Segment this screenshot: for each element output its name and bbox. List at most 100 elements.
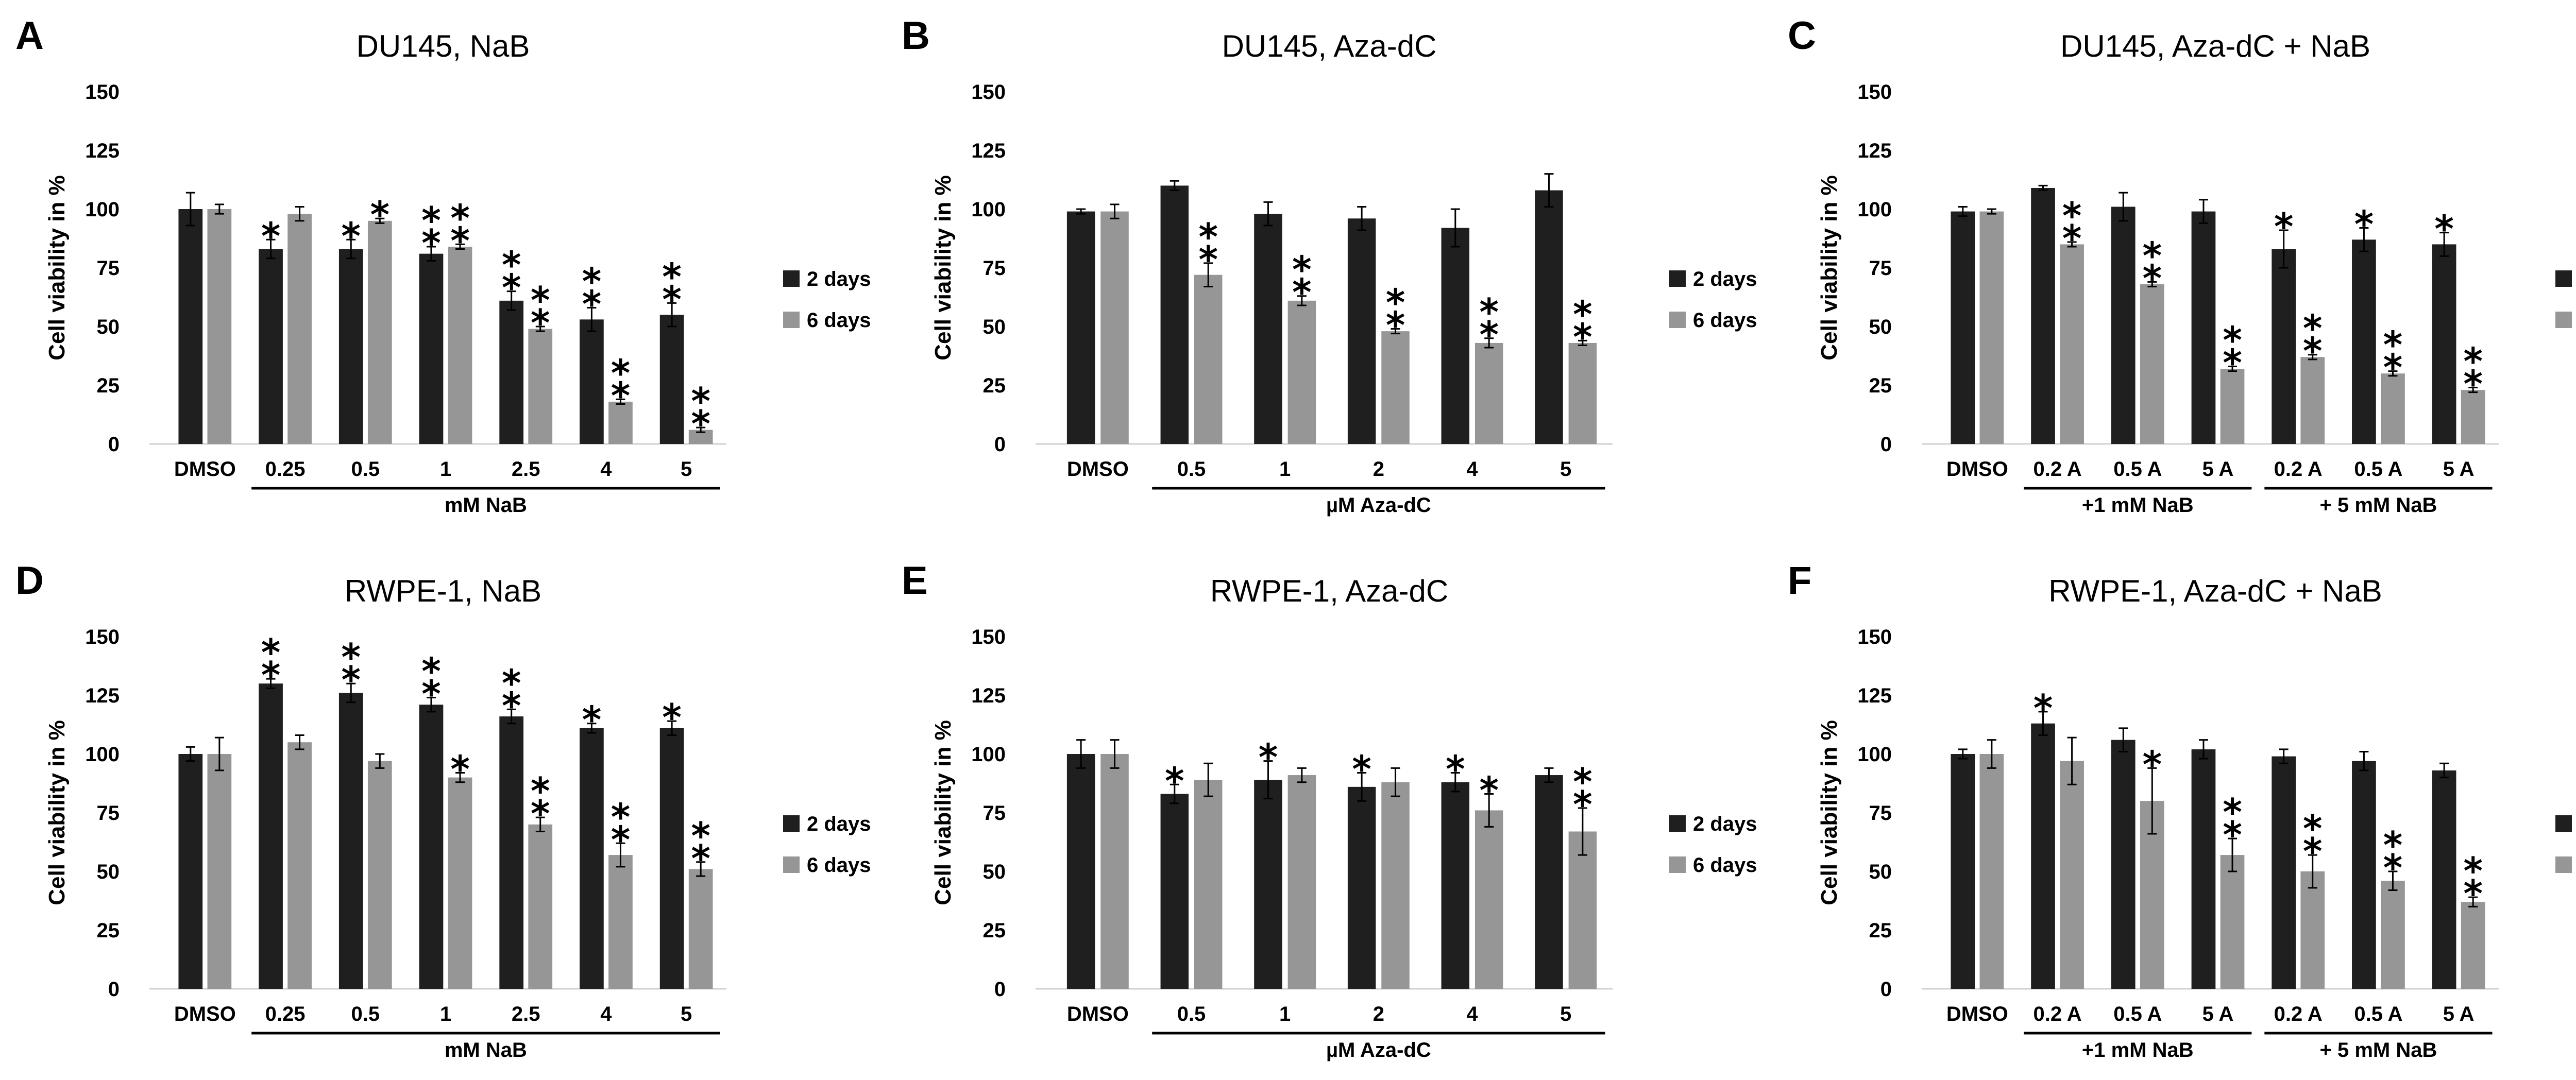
significance-star: * (2303, 807, 2323, 850)
y-tick-label: 50 (1869, 316, 1892, 338)
bar-2-days-4 (2272, 249, 2296, 444)
bar-6-days-5 (2381, 881, 2405, 989)
significance-stars: * (2142, 743, 2162, 786)
significance-star: * (2463, 340, 2483, 383)
significance-stars: ** (2303, 307, 2323, 373)
bar-6-days-4 (1475, 342, 1503, 444)
bar-6-days-3 (1381, 782, 1410, 989)
x-category-label: 0.5 (351, 1003, 380, 1025)
significance-star: * (1165, 759, 1184, 802)
significance-stars: * (370, 193, 389, 236)
bar-6-days-4 (1475, 810, 1503, 989)
y-tick-label: 150 (1857, 81, 1892, 104)
y-tick-label: 100 (971, 198, 1006, 221)
x-category-label: DMSO (174, 458, 236, 481)
significance-stars: ** (691, 380, 710, 445)
chart-title: RWPE-1, Aza-dC + NaB (2048, 574, 2382, 608)
x-category-label: 0.5 (1177, 458, 1206, 481)
x-category-label: 5 A (2202, 1003, 2234, 1025)
significance-star: * (582, 698, 602, 742)
significance-star: * (421, 650, 441, 693)
bar-2-days-3 (1347, 786, 1376, 989)
bar-2-days-1 (259, 683, 283, 989)
panel-c: C DU145, Aza-dC + NaB Cell viability in % 0… (1788, 14, 2572, 517)
bar-2-days-5 (1535, 775, 1563, 989)
y-tick-label: 25 (97, 919, 120, 942)
y-tick-label: 50 (983, 316, 1006, 338)
x-category-label: 2 (1373, 1003, 1384, 1025)
group-label: + 5 mM NaB (2319, 1039, 2437, 1061)
y-tick-label: 50 (983, 861, 1006, 883)
x-category-label: 4 (1466, 458, 1478, 481)
group-label: mM NaB (445, 494, 527, 517)
bar-2-days-5 (2352, 761, 2376, 989)
bar-2-days-3 (419, 253, 444, 444)
significance-stars: ** (341, 636, 361, 701)
significance-stars: ** (1573, 760, 1592, 826)
panel-label: C (1788, 14, 1816, 58)
significance-stars: * (450, 747, 470, 791)
bar-6-days-0 (1100, 754, 1129, 989)
y-tick-label: 125 (85, 684, 120, 707)
x-category-label: 2.5 (512, 458, 540, 481)
significance-star: * (502, 661, 521, 705)
significance-stars: * (2354, 202, 2374, 246)
legend-label: 6 days (1693, 309, 1757, 332)
bar-6-days-0 (1979, 754, 2004, 989)
significance-stars: ** (2223, 319, 2242, 385)
y-tick-label: 0 (994, 433, 1006, 456)
y-axis-label: Cell viability in % (930, 175, 956, 360)
legend-swatch-2-days (783, 270, 800, 287)
panel-f: F RWPE-1, Aza-dC + NaB Cell viability in %… (1788, 559, 2572, 1061)
chart-title: RWPE-1, NaB (345, 574, 541, 608)
bar-2-days-3 (1347, 218, 1376, 444)
significance-star: * (1446, 747, 1465, 791)
x-category-label: 0.2 A (2274, 1003, 2323, 1025)
y-tick-label: 125 (1857, 684, 1892, 707)
bar-2-days-4 (499, 300, 524, 444)
x-category-label: 4 (600, 458, 612, 481)
panel-label: F (1788, 559, 1811, 603)
significance-star: * (691, 402, 710, 445)
bar-2-days-1 (1160, 794, 1189, 989)
y-tick-label: 100 (1857, 743, 1892, 766)
bar-6-days-4 (2300, 871, 2325, 989)
significance-star: * (1198, 238, 1218, 281)
x-category-label: 5 (1560, 458, 1571, 481)
bar-6-days-0 (1979, 211, 2004, 444)
significance-star: * (2223, 813, 2242, 856)
bar-6-days-3 (448, 777, 472, 989)
bar-2-days-1 (2031, 187, 2055, 444)
significance-star: * (582, 283, 602, 326)
x-category-label: 0.5 A (2354, 458, 2402, 481)
panel-label: A (15, 14, 44, 58)
significance-star: * (421, 199, 441, 242)
x-category-label: 0.5 A (2113, 1003, 2162, 1025)
chart-title: RWPE-1, Aza-dC (1210, 574, 1448, 608)
significance-stars: ** (2383, 323, 2403, 389)
bar-2-days-6 (659, 728, 684, 989)
bar-6-days-5 (1568, 831, 1597, 989)
x-category-label: 0.5 (351, 458, 380, 481)
group-label: mM NaB (445, 1039, 527, 1061)
y-tick-label: 150 (1857, 626, 1892, 648)
significance-star: * (2303, 330, 2323, 373)
y-tick-label: 75 (97, 802, 120, 825)
significance-stars: ** (2303, 807, 2323, 873)
significance-star: * (450, 747, 470, 791)
x-category-label: 1 (1279, 458, 1291, 481)
significance-star: * (261, 214, 281, 258)
bar-2-days-4 (1441, 782, 1470, 989)
y-tick-label: 125 (971, 684, 1006, 707)
significance-stars: ** (1573, 293, 1592, 358)
y-tick-label: 0 (108, 978, 120, 1001)
significance-star: * (2383, 846, 2403, 889)
x-category-label: DMSO (1067, 458, 1129, 481)
significance-star: * (691, 814, 710, 858)
chart-title: DU145, Aza-dC + NaB (2060, 29, 2370, 63)
bar-2-days-6 (2432, 244, 2456, 444)
chart-title: DU145, Aza-dC (1222, 29, 1437, 63)
significance-stars: ** (1292, 248, 1312, 314)
x-category-label: 0.5 A (2354, 1003, 2402, 1025)
